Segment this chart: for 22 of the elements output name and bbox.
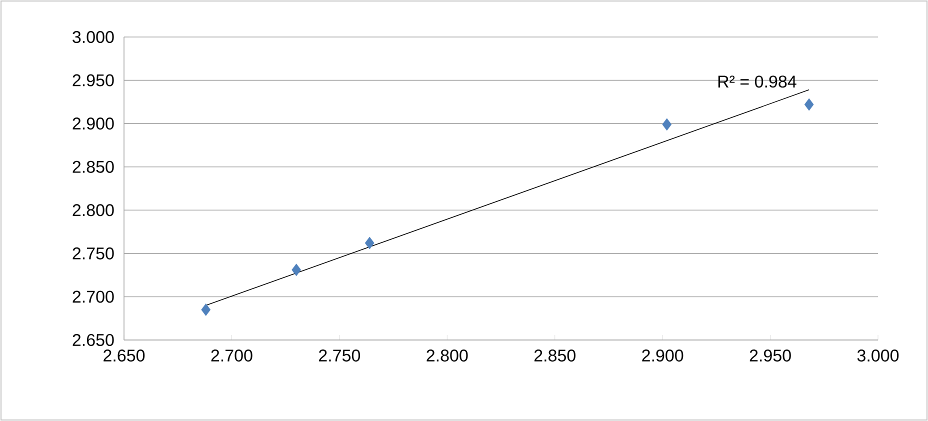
y-tick-label: 2.750	[72, 247, 114, 260]
x-tick-label: 2.700	[211, 350, 252, 362]
y-tick-label: 2.650	[72, 334, 114, 346]
x-tick-label: 2.800	[426, 350, 468, 362]
y-tick-label: 2.850	[72, 160, 114, 173]
x-tick-label: 3.000	[857, 350, 899, 362]
point	[201, 304, 211, 316]
point	[662, 118, 672, 131]
y-tick-label: 2.900	[72, 118, 114, 130]
x-tick-label: 2.850	[534, 350, 576, 362]
y-tick-label: 2.800	[72, 204, 114, 216]
x-tick-label: 2.900	[642, 350, 684, 362]
point	[292, 264, 302, 276]
x-tick-label: 2.950	[750, 350, 791, 362]
annotation: R² = 0.984	[718, 76, 796, 88]
y-tick-label: 3.000	[72, 30, 114, 44]
x-tick-label: 2.650	[104, 350, 145, 362]
y-tick-label: 2.700	[72, 290, 114, 303]
x-tick-label: 2.750	[319, 350, 360, 362]
y-tick-label: 2.950	[72, 74, 114, 86]
point	[364, 236, 374, 250]
point	[804, 98, 814, 111]
